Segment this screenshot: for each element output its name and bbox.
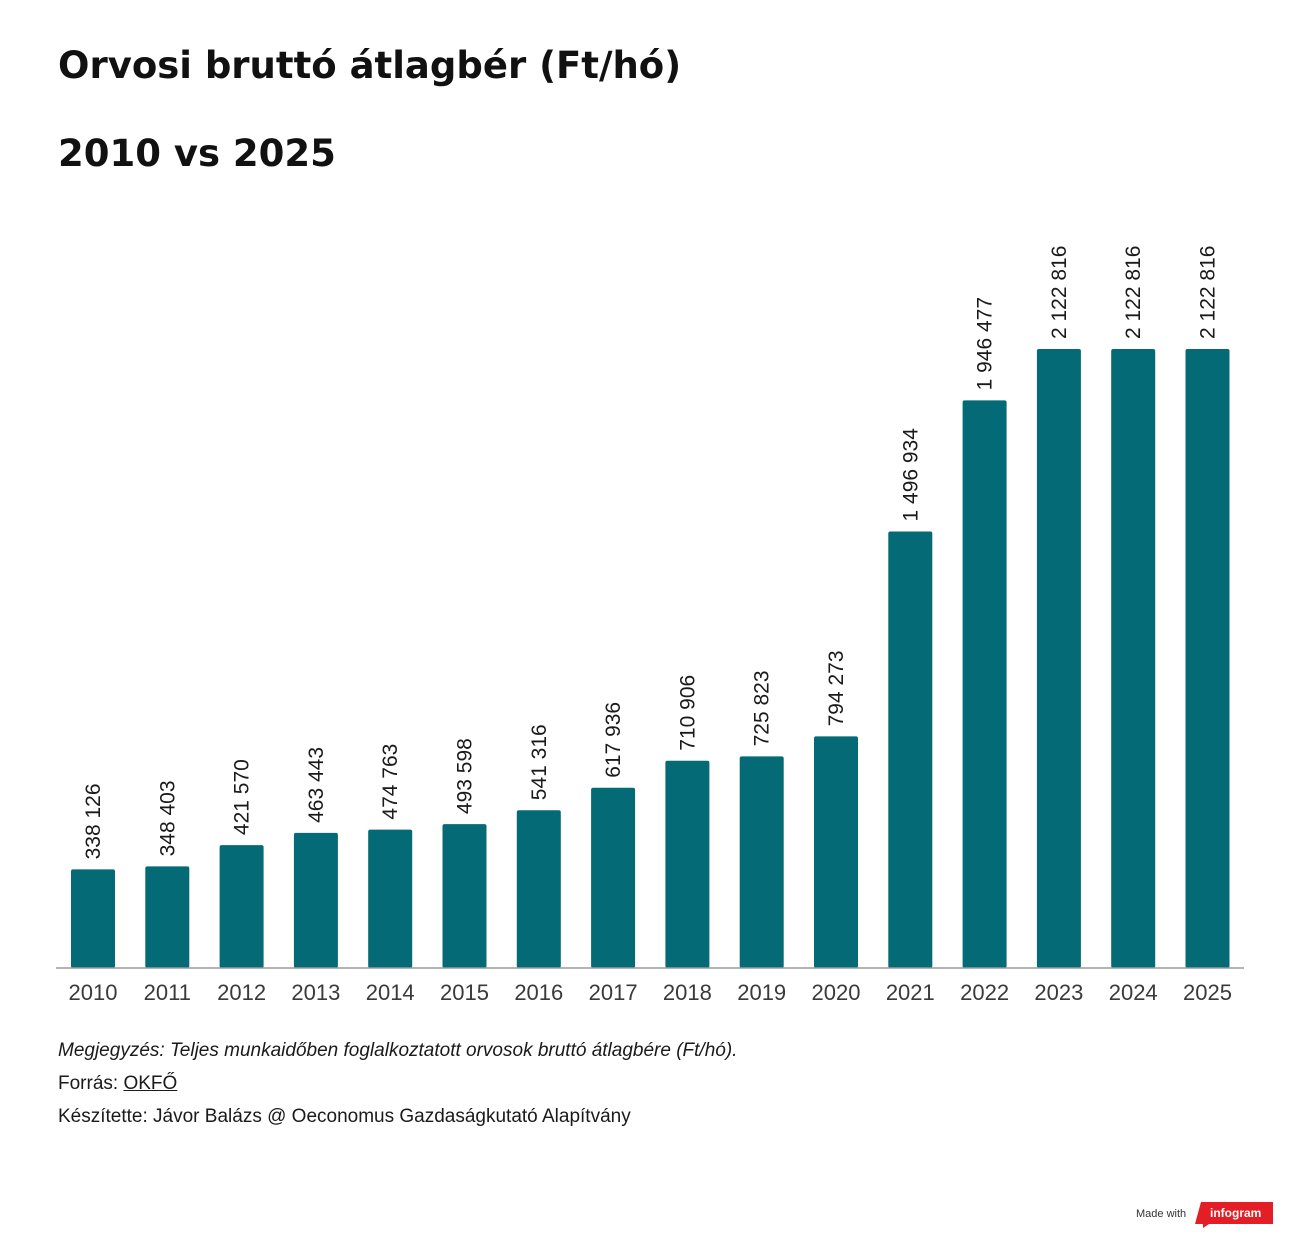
data-labels: 338 126 348 403 421 570 463 443 474 763 493 5… <box>82 246 1220 860</box>
source-link[interactable]: OKFŐ <box>123 1073 178 1094</box>
bar-2021[interactable] <box>888 531 933 969</box>
x-tick-2015: 2015 <box>440 980 489 1005</box>
data-label-2011: 348 403 <box>156 780 179 856</box>
bar-2013[interactable] <box>293 832 338 968</box>
x-tick-2016: 2016 <box>514 980 563 1005</box>
data-label-2014: 474 763 <box>379 744 402 820</box>
made-with-label: Made with <box>1136 1208 1187 1220</box>
author-credit: Készítette: Jávor Balázs @ Oeconomus Gaz… <box>58 1106 631 1127</box>
bar-2024[interactable] <box>1111 349 1156 968</box>
x-tick-2014: 2014 <box>366 980 415 1005</box>
x-tick-2018: 2018 <box>663 980 712 1005</box>
bar-2025[interactable] <box>1185 349 1230 968</box>
bar-2015[interactable] <box>442 824 487 968</box>
bar-2020[interactable] <box>814 736 858 968</box>
x-tick-2024: 2024 <box>1109 980 1158 1005</box>
bar-2016[interactable] <box>516 810 561 968</box>
data-label-2016: 541 316 <box>528 724 551 800</box>
infogram-brand-text[interactable]: infogram <box>1210 1206 1262 1220</box>
x-tick-2013: 2013 <box>291 980 340 1005</box>
chart-title: Orvosi bruttó átlagbér (Ft/hó) <box>58 44 682 87</box>
data-label-2010: 338 126 <box>82 783 105 859</box>
bar-2014[interactable] <box>368 829 413 968</box>
x-tick-2022: 2022 <box>960 980 1009 1005</box>
x-tick-2019: 2019 <box>737 980 786 1005</box>
bar-2012[interactable] <box>219 845 264 968</box>
source-prefix: Forrás: <box>58 1073 124 1094</box>
data-label-2020: 794 273 <box>825 650 848 726</box>
bar-2019[interactable] <box>739 756 784 968</box>
x-tick-2011: 2011 <box>144 980 191 1005</box>
x-tick-2012: 2012 <box>217 980 266 1005</box>
data-label-2024: 2 122 816 <box>1122 246 1145 339</box>
data-label-2025: 2 122 816 <box>1197 246 1220 339</box>
x-tick-labels: 2010 2011 2012 2013 2014 2015 2016 2017 2018 2019… <box>69 980 1232 1005</box>
data-label-2015: 493 598 <box>454 738 477 814</box>
x-tick-2023: 2023 <box>1034 980 1083 1005</box>
data-label-2017: 617 936 <box>602 702 625 778</box>
x-tick-2021: 2021 <box>886 980 935 1005</box>
bar-2010[interactable] <box>71 869 115 968</box>
x-tick-2020: 2020 <box>812 980 861 1005</box>
bar-2023[interactable] <box>1036 349 1081 968</box>
x-tick-2025: 2025 <box>1183 980 1232 1005</box>
chart-subtitle: 2010 vs 2025 <box>58 132 336 175</box>
data-label-2019: 725 823 <box>751 670 774 746</box>
data-label-2013: 463 443 <box>305 747 328 823</box>
data-label-2022: 1 946 477 <box>974 297 997 390</box>
bars <box>71 349 1230 968</box>
data-label-2023: 2 122 816 <box>1048 246 1071 339</box>
bar-2018[interactable] <box>665 760 710 968</box>
data-label-2021: 1 496 934 <box>899 428 922 522</box>
data-label-2018: 710 906 <box>676 675 699 751</box>
bar-2022[interactable] <box>962 400 1007 968</box>
x-tick-2010: 2010 <box>69 980 118 1005</box>
infogram-logo[interactable] <box>1195 1202 1273 1228</box>
bar-chart: 338 126 348 403 421 570 463 443 474 763 493 5… <box>56 246 1244 1005</box>
bar-2011[interactable] <box>145 866 190 968</box>
chart-note: Megjegyzés: Teljes munkaidőben foglalkoz… <box>58 1040 738 1061</box>
bar-2017[interactable] <box>591 787 636 968</box>
source-line: Forrás: OKFŐ <box>58 1073 177 1095</box>
x-tick-2017: 2017 <box>589 980 638 1005</box>
data-label-2012: 421 570 <box>231 759 254 835</box>
